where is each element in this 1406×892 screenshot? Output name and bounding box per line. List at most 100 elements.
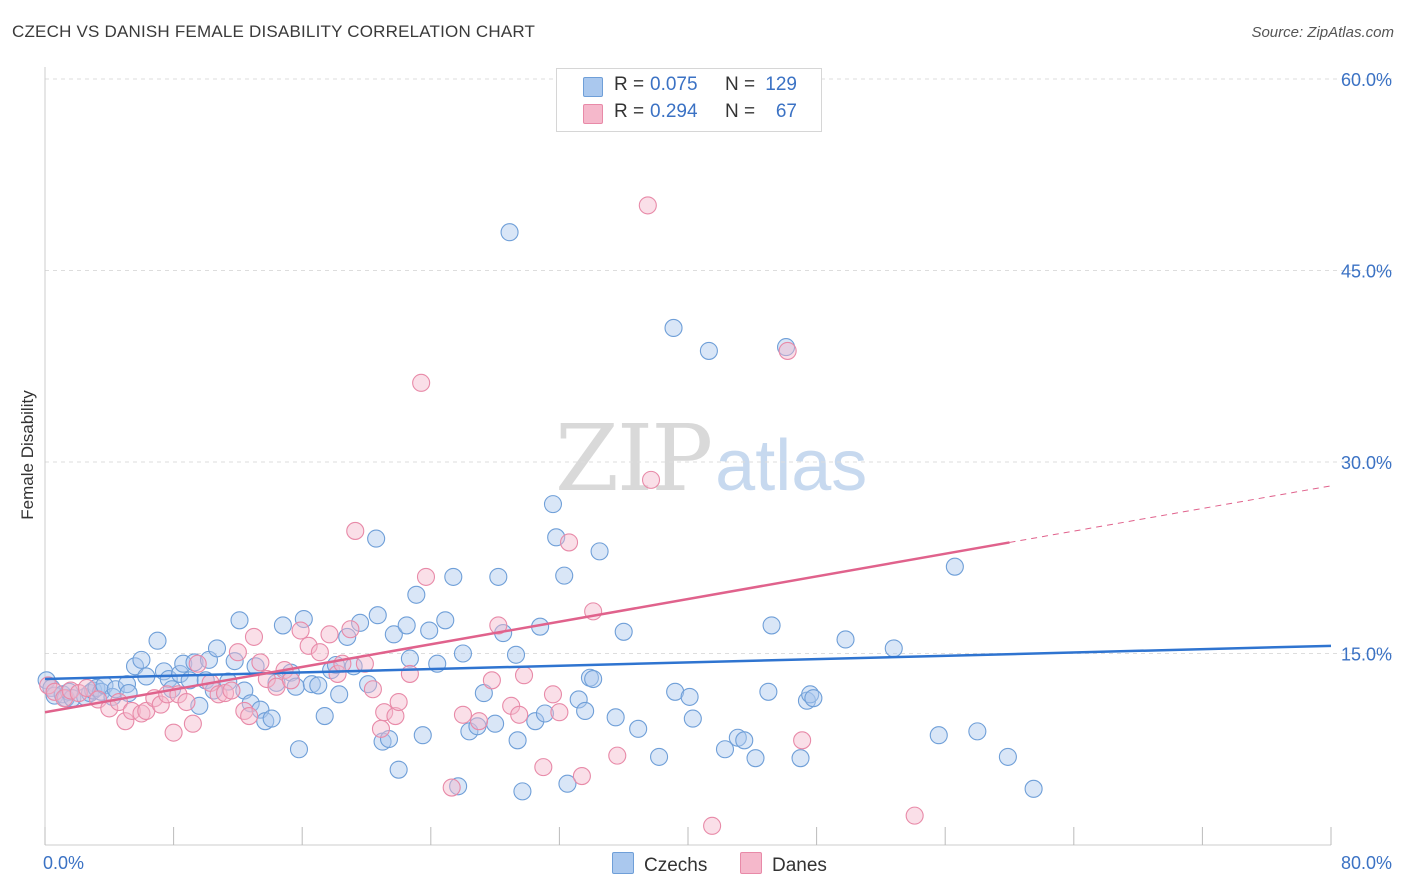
czechs-point [508, 731, 527, 750]
danes-point [281, 671, 300, 690]
watermark-zip: ZIP [555, 405, 713, 512]
czechs-point [526, 712, 545, 731]
source-label: Source: ZipAtlas.com [1251, 24, 1394, 41]
czechs-point [555, 566, 574, 585]
x-tick-label: 80.0% [1341, 853, 1392, 873]
danes-point [346, 521, 365, 540]
danes-point [703, 816, 722, 835]
y-tick-label: 30.0% [1341, 453, 1392, 473]
stats-row-danes: R = 0.294 N = 67 [557, 101, 821, 127]
danes-point [183, 714, 202, 733]
trend-lines [44, 541, 1332, 714]
danes-point [453, 705, 473, 724]
y-tick-label: 15.0% [1341, 645, 1392, 665]
watermark: ZIPatlas [555, 405, 867, 512]
czechs-point [351, 613, 370, 632]
danes-point [188, 654, 207, 673]
axes [44, 67, 1332, 846]
danes-point [510, 705, 529, 724]
czechs-point [543, 495, 563, 514]
czechs-point [230, 611, 249, 630]
danes-point [164, 723, 183, 742]
stats-row-czechs: R = 0.075 N = 129 [557, 74, 821, 100]
czechs-point [513, 782, 532, 801]
czechs-point [590, 542, 609, 561]
danes-point [45, 682, 64, 701]
czechs-swatch [583, 77, 603, 97]
danes-point [469, 712, 489, 731]
danes-point [55, 689, 74, 708]
legend-swatch-danes [740, 852, 762, 874]
r-value: 0.294 [650, 101, 698, 122]
n-value: 67 [775, 101, 797, 122]
danes-point [240, 707, 259, 726]
danes-point [550, 703, 569, 722]
danes-point [778, 341, 797, 360]
czechs-point [506, 645, 526, 664]
r-label: R = [614, 101, 645, 122]
czechs-point [500, 223, 519, 242]
danes-trend-extension [1009, 485, 1332, 543]
danes-point [251, 653, 270, 672]
danes-point [151, 695, 170, 714]
danes-point [177, 692, 196, 712]
danes-point [291, 621, 310, 640]
czechs-point [389, 760, 408, 779]
r-label: R = [614, 74, 645, 95]
czechs-point [420, 621, 439, 640]
x-tick-label: 0.0% [43, 853, 84, 873]
czechs-point [762, 616, 781, 635]
legend-label-danes: Danes [772, 855, 827, 876]
czechs-point [125, 657, 145, 676]
danes-point [310, 643, 329, 662]
czechs-point [330, 685, 349, 704]
czechs-point [486, 714, 505, 733]
danes-point [534, 758, 553, 777]
czechs-point [968, 722, 987, 741]
czechs-point [397, 616, 416, 635]
czechs-point [791, 749, 810, 768]
czechs-point [413, 726, 432, 745]
czechs-point [453, 644, 473, 663]
danes-point [222, 681, 241, 700]
danes-point [482, 671, 501, 690]
czechs-point [262, 709, 281, 728]
danes-point [132, 704, 151, 723]
danes-points [39, 196, 924, 835]
czechs-point [606, 708, 625, 727]
stats-box: R = 0.075 N = 129 R = 0.294 N = 67 [556, 68, 822, 132]
czechs-point [309, 676, 328, 695]
danes-point [77, 678, 96, 698]
danes-point [235, 701, 254, 721]
czechs-point [400, 649, 419, 668]
czechs-point [558, 774, 577, 793]
n-label: N = [725, 74, 756, 95]
czechs-point [569, 690, 588, 709]
danes-point [638, 196, 657, 215]
czechs-point [664, 318, 683, 338]
czechs-point [449, 777, 468, 796]
czechs-point [746, 749, 765, 768]
legend-item-danes: Danes [740, 852, 827, 877]
czechs-point [368, 606, 387, 625]
czechs-point [489, 567, 508, 586]
danes-point [514, 666, 534, 685]
czechs-point [836, 630, 855, 649]
czechs-point [945, 557, 964, 576]
czechs-point [535, 704, 554, 723]
czechs-point [715, 740, 735, 759]
czechs-point [148, 631, 167, 650]
czechs-point [294, 609, 313, 629]
czechs-point [315, 707, 334, 726]
danes-point [416, 567, 436, 586]
czechs-point [680, 687, 699, 706]
danes-trend-line [44, 541, 1010, 714]
czechs-point [584, 669, 603, 689]
czechs-point [359, 675, 378, 694]
czechs-point [367, 529, 386, 548]
chart-title: CZECH VS DANISH FEMALE DISABILITY CORREL… [12, 22, 536, 41]
danes-point [320, 625, 339, 644]
czechs-point [629, 719, 648, 738]
czechs-point [117, 675, 137, 694]
